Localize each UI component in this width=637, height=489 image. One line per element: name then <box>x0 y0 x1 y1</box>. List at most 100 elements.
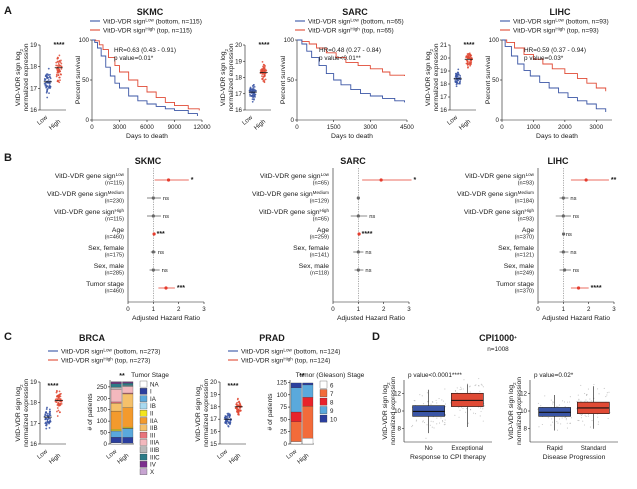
b-sarc-hr-point <box>356 214 360 218</box>
a-skmc-km-xtick-label: 3000 <box>113 124 127 131</box>
a-sarc-km-ytick-label: 50 <box>287 77 294 84</box>
a-sarc-dot-ytick-label: 17 <box>235 91 242 98</box>
b-skmc-row-n: (n=230) <box>105 199 125 205</box>
a-skmc-dot-high-point <box>56 60 59 63</box>
c-prad-stage-title: Tumor (Gleason) Stage <box>296 372 365 379</box>
d-progression-jitter-point <box>564 406 566 408</box>
b-sarc-row-label: Age <box>317 227 329 234</box>
c-prad-stage-swatch <box>319 389 328 397</box>
d-cpi-response-jitter-point <box>423 421 425 424</box>
d-progression-ylabel: VitD-VDR sign log2normalized expression <box>508 377 523 445</box>
a-lihc-dot-low-point <box>456 81 459 84</box>
d-cpi-response-jitter-point <box>415 420 417 422</box>
c-prad-bar-segment <box>290 387 302 413</box>
d-cpi-response-jitter-point <box>479 390 481 392</box>
d-progression-jitter-point <box>585 415 587 418</box>
d-progression-jitter-point <box>566 422 568 424</box>
c-brca-bar-high-label: High <box>116 452 131 466</box>
c-brca-stage-swatch <box>139 431 148 439</box>
c-prad-stage-swatch <box>319 380 328 389</box>
b-skmc-row-label: Sex, male <box>94 263 124 270</box>
c-prad-bar-segment <box>302 397 314 407</box>
b-skmc-hr-point <box>151 196 155 200</box>
b-lihc-row-label: Age <box>522 227 534 234</box>
d-progression-jitter-point <box>598 393 600 395</box>
d-cpi-response-jitter-point <box>441 399 443 401</box>
d-progression-ytick-label: 10 <box>520 408 527 415</box>
a-lihc-dot-high-point <box>466 53 469 55</box>
d-progression-jitter-point <box>562 400 564 402</box>
b-skmc-xtick-label: 3 <box>202 306 206 313</box>
b-sarc-row-label: Sex, male <box>299 263 329 270</box>
b-lihc-row-n: (n=93) <box>518 181 534 187</box>
d-cpi-response-category-label: Exceptional <box>451 445 483 452</box>
d-progression-jitter-point <box>585 394 588 396</box>
a-lihc-dot-high-point <box>467 66 469 68</box>
c-prad-dot-low-label: Low <box>216 448 230 461</box>
c-brca-dot-ytick-label: 17 <box>30 420 37 427</box>
d-cpi-response-jitter-point <box>469 391 471 393</box>
a-lihc-km-xtick-label: 2000 <box>558 124 572 131</box>
a-lihc-dot-high-point <box>469 61 472 64</box>
a-skmc-dot-low-point <box>46 88 49 90</box>
c-brca-dot-low-point <box>45 427 48 430</box>
c-prad-dot-high-point <box>238 409 241 412</box>
d-cpi-response-jitter-point <box>444 414 447 416</box>
a-sarc-dot-high-point <box>264 78 267 81</box>
a-sarc-dot-low-point <box>249 86 252 89</box>
d-progression-pval: p value=0.02* <box>534 372 574 379</box>
d-progression-jitter-point <box>584 392 586 395</box>
a-skmc-dot-high-point <box>59 79 61 82</box>
b-skmc-row-sig: *** <box>177 285 185 292</box>
c-brca-bar-segment <box>110 383 122 388</box>
panel-c-label: C <box>4 331 12 343</box>
a-sarc-dot-low-point <box>252 88 255 91</box>
d-progression-jitter-point <box>583 424 585 426</box>
d-progression-jitter-point <box>587 415 589 417</box>
c-brca-dot-ytick-label: 16 <box>30 441 37 448</box>
a-lihc-dot-ytick-label: 21 <box>440 42 447 49</box>
c-brca-dot-low-point <box>49 420 52 423</box>
a-lihc-dot-low-point <box>454 73 457 75</box>
b-skmc-row-n: (n=285) <box>105 271 125 277</box>
d-progression-jitter-point <box>537 408 539 410</box>
d-cpi-response-jitter-point <box>466 408 468 410</box>
b-skmc-row-sig: ns <box>162 268 168 274</box>
d-cpi-response-jitter-point <box>467 383 469 385</box>
d-cpi-response-jitter-point <box>483 405 485 407</box>
d-progression-ytick-label: 12 <box>520 390 527 397</box>
a-skmc-dot-high-point <box>55 61 58 64</box>
d-progression-xlabel: Disease Progression <box>543 454 606 461</box>
a-skmc-dot-low-point <box>49 76 52 79</box>
d-cpi-response-jitter-point <box>438 422 441 424</box>
d-progression-jitter-point <box>591 420 593 422</box>
c-brca-bar-ytick-label: 250 <box>97 384 108 391</box>
a-skmc-dot-low-point <box>47 67 50 70</box>
d-cpi-response-jitter-point <box>444 403 447 405</box>
c-prad-stage-label: 7 <box>330 391 334 398</box>
c-brca-title: BRCA <box>79 333 105 343</box>
a-skmc-km-xtick-label: 12000 <box>193 124 211 131</box>
a-lihc-km-xtick-label: 0 <box>500 124 504 131</box>
a-skmc-dot-high-point <box>57 63 60 65</box>
d-cpi-response-jitter-point <box>430 420 432 422</box>
c-brca-bar-segment <box>110 386 122 390</box>
a-skmc-legend-low: VitD-VDR signLow (bottom, n=115) <box>103 17 202 26</box>
c-prad-stage-swatch <box>319 414 328 423</box>
d-progression-jitter-point <box>578 420 580 422</box>
c-brca-dot-low-point <box>48 413 51 416</box>
panel-d: D CPI1000+ n=1008 8 10 12 p value<0.0001**** No… <box>372 331 618 461</box>
c-prad-dot-ytick-label: 15 <box>210 441 217 448</box>
b-sarc-hr-point <box>356 250 360 254</box>
d-progression-jitter-point <box>551 418 553 420</box>
c-prad-bar-high-label: High <box>296 452 311 466</box>
b-sarc-hr-point <box>379 178 383 182</box>
d-progression-jitter-point <box>552 401 554 403</box>
a-sarc-dot-ytick-label: 16 <box>235 107 242 114</box>
c-brca-stage-label: IA <box>150 396 157 403</box>
d-progression-jitter-point <box>582 420 584 422</box>
b-lihc-xtick-label: 3 <box>612 306 616 313</box>
d-progression-jitter-point <box>577 419 579 421</box>
a-sarc-legend-low: VitD-VDR signLow (bottom, n=65) <box>308 17 404 26</box>
a-sarc-dot-ytick-label: 18 <box>235 75 242 82</box>
